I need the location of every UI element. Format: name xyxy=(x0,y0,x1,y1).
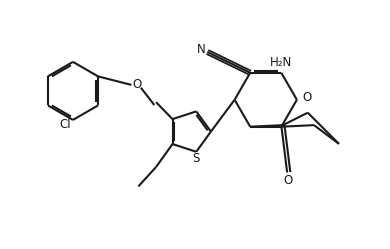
Text: N: N xyxy=(197,43,206,56)
Text: O: O xyxy=(132,78,141,91)
Text: H₂N: H₂N xyxy=(270,56,292,69)
Text: Cl: Cl xyxy=(59,118,71,131)
Text: S: S xyxy=(193,152,200,165)
Text: O: O xyxy=(303,91,312,104)
Text: O: O xyxy=(284,174,292,187)
